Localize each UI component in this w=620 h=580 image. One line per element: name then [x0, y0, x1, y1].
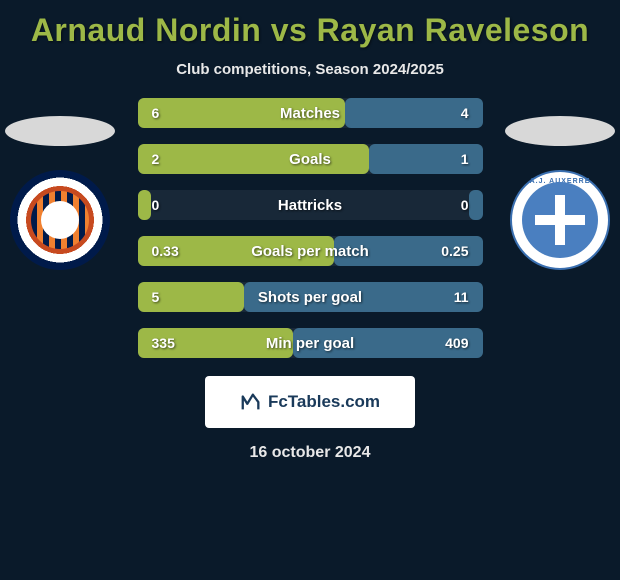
brand-text: FcTables.com: [268, 392, 380, 412]
stats-container: 6Matches4 2Goals1 0Hattricks0 0.33Goals per…: [138, 98, 483, 358]
stat-label: Goals: [138, 151, 483, 168]
stat-value-right: 0: [461, 197, 469, 213]
stat-row: 0Hattricks0: [138, 190, 483, 220]
club-badge-left: [10, 170, 110, 270]
stat-row: 2Goals1: [138, 144, 483, 174]
cloud-decoration-right: [505, 116, 615, 146]
brand-footer: FcTables.com: [205, 376, 415, 428]
comparison-panel: A.J. AUXERRE 6Matches42Goals10Hattricks0…: [0, 98, 620, 462]
page-title: Arnaud Nordin vs Rayan Raveleson: [0, 0, 620, 49]
stat-row: 0.33Goals per match0.25: [138, 236, 483, 266]
cloud-decoration-left: [5, 116, 115, 146]
stat-label: Hattricks: [138, 197, 483, 214]
brand-logo-icon: [240, 391, 262, 413]
subtitle: Club competitions, Season 2024/2025: [0, 61, 620, 78]
stat-row: 6Matches4: [138, 98, 483, 128]
stat-value-right: 4: [461, 105, 469, 121]
stat-row: 335Min per goal409: [138, 328, 483, 358]
club-badge-right: A.J. AUXERRE: [510, 170, 610, 270]
stat-row: 5Shots per goal11: [138, 282, 483, 312]
stat-value-right: 1: [461, 151, 469, 167]
stat-value-right: 0.25: [441, 243, 468, 259]
date-text: 16 october 2024: [0, 444, 620, 462]
stat-value-right: 409: [445, 335, 468, 351]
stat-label: Matches: [138, 105, 483, 122]
stat-label: Goals per match: [138, 243, 483, 260]
stat-label: Min per goal: [138, 335, 483, 352]
stat-value-right: 11: [454, 289, 469, 305]
stat-label: Shots per goal: [138, 289, 483, 306]
